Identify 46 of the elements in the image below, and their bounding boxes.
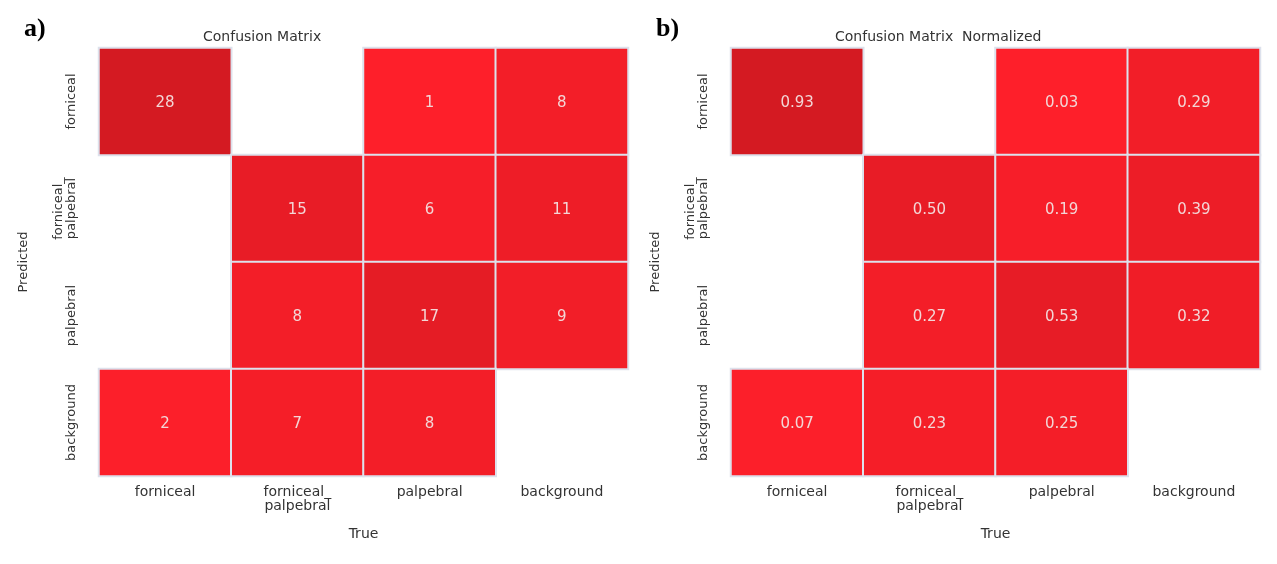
text: b) — [656, 12, 680, 42]
x-tick-label: forniceal_palpebral — [263, 483, 333, 513]
data-label: 0.32 — [1177, 306, 1211, 325]
data-label: 0.27 — [912, 306, 947, 325]
x-tick-label: background — [1152, 483, 1236, 499]
data-label: 2 — [160, 413, 170, 432]
data-label: 0.23 — [912, 413, 947, 432]
data-label: 0.25 — [1044, 413, 1079, 432]
data-label: 8 — [557, 92, 567, 111]
data-label: 8 — [424, 413, 435, 432]
data-label: 0.29 — [1177, 92, 1211, 111]
y-tick-label: forniceal_palpebral — [682, 176, 710, 240]
text: a) — [24, 12, 46, 42]
data-label: 6 — [424, 199, 435, 218]
chart-title: Confusion Matrix — [203, 28, 322, 44]
data-label: 28 — [155, 92, 175, 111]
y-tick-label: palpebral — [63, 284, 78, 347]
y-tick-label: forniceal — [63, 73, 78, 130]
y-tick-label: palpebral — [695, 284, 710, 347]
x-axis-title: True — [979, 525, 1011, 541]
y-tick-label: forniceal_palpebral — [50, 176, 78, 240]
chart-title: Confusion Matrix Normalized — [835, 28, 1042, 44]
data-label: 17 — [420, 306, 440, 325]
data-label: 1 — [424, 92, 435, 111]
data-label: 0.50 — [912, 199, 947, 218]
data-label: 7 — [292, 413, 303, 432]
x-tick-label: forniceal — [766, 483, 828, 499]
data-label: 0.53 — [1044, 306, 1079, 325]
y-axis-title: Predicted — [15, 231, 30, 293]
x-tick-label: palpebral — [396, 483, 463, 499]
data-label: 8 — [292, 306, 303, 325]
data-label: 0.19 — [1044, 199, 1079, 218]
y-tick-label: forniceal — [695, 73, 710, 130]
x-tick-label: palpebral — [1028, 483, 1095, 499]
data-label: 9 — [557, 306, 567, 325]
x-axis-title: True — [347, 525, 379, 541]
data-label: 15 — [287, 199, 307, 218]
data-label: 0.03 — [1044, 92, 1079, 111]
data-label: 0.39 — [1177, 199, 1211, 218]
x-tick-label: forniceal_palpebral — [895, 483, 965, 513]
data-label: 0.07 — [780, 413, 814, 432]
y-axis-title: Predicted — [647, 231, 662, 293]
x-tick-label: background — [520, 483, 604, 499]
x-tick-label: forniceal — [134, 483, 196, 499]
data-label: 0.93 — [780, 92, 814, 111]
data-label: 11 — [552, 199, 572, 218]
